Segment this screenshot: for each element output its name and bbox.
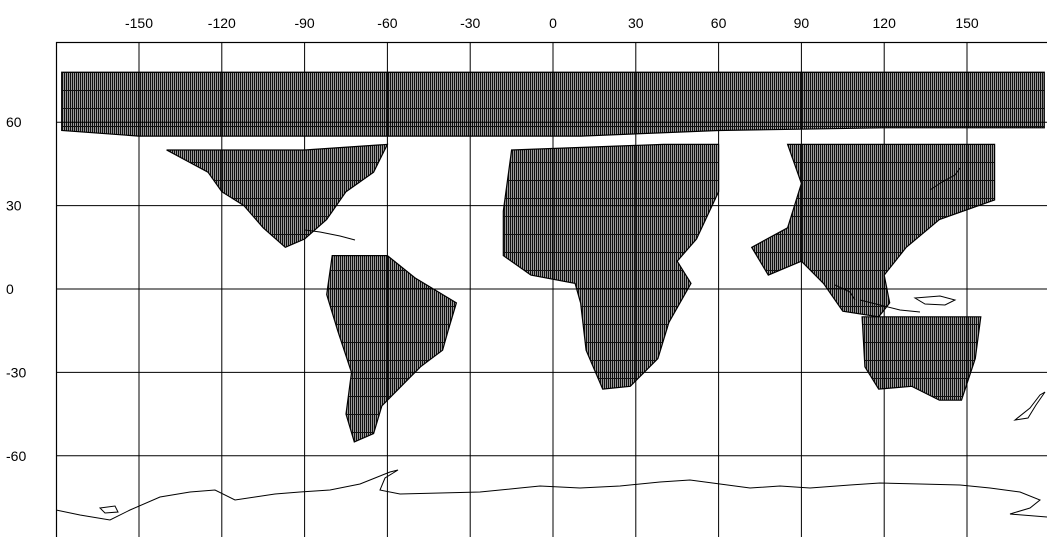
antarctic-island (98, 505, 119, 514)
longitude-tick-label: -30 (460, 15, 480, 31)
longitude-tick-label: -150 (125, 15, 153, 31)
indonesia-coastline (834, 284, 921, 313)
antarctica-coastline (56, 469, 1047, 521)
longitude-labels: -150 -120 -90 -60 -30 0 30 60 90 120 150 (125, 15, 979, 31)
longitude-tick-label: 30 (628, 15, 644, 31)
latitude-tick-label: 30 (6, 198, 22, 214)
longitude-tick-label: -60 (377, 15, 397, 31)
coverage-south-america (326, 255, 458, 443)
longitude-tick-label: -120 (208, 15, 236, 31)
latitude-tick-label: 0 (6, 281, 14, 297)
longitude-tick-label: -90 (294, 15, 314, 31)
latitude-labels: 60 30 0 -30 -60 (6, 114, 26, 464)
longitude-tick-label: 120 (873, 15, 897, 31)
coastline-layer (56, 167, 1047, 521)
longitude-tick-label: 60 (711, 15, 727, 31)
new-zealand-coastline (1013, 391, 1046, 421)
latitude-tick-label: -30 (6, 364, 26, 380)
new-guinea-coastline (913, 295, 957, 306)
latitude-tick-label: -60 (6, 448, 26, 464)
map-frame (55, 41, 1047, 537)
caribbean-coastline (304, 229, 356, 241)
coverage-australia (861, 316, 982, 401)
japan-coastline (929, 167, 961, 191)
longitude-tick-label: 150 (955, 15, 979, 31)
graticule (56, 42, 1047, 537)
longitude-tick-label: 0 (549, 15, 557, 31)
latitude-tick-label: 60 (6, 114, 22, 130)
longitude-tick-label: 90 (794, 15, 810, 31)
